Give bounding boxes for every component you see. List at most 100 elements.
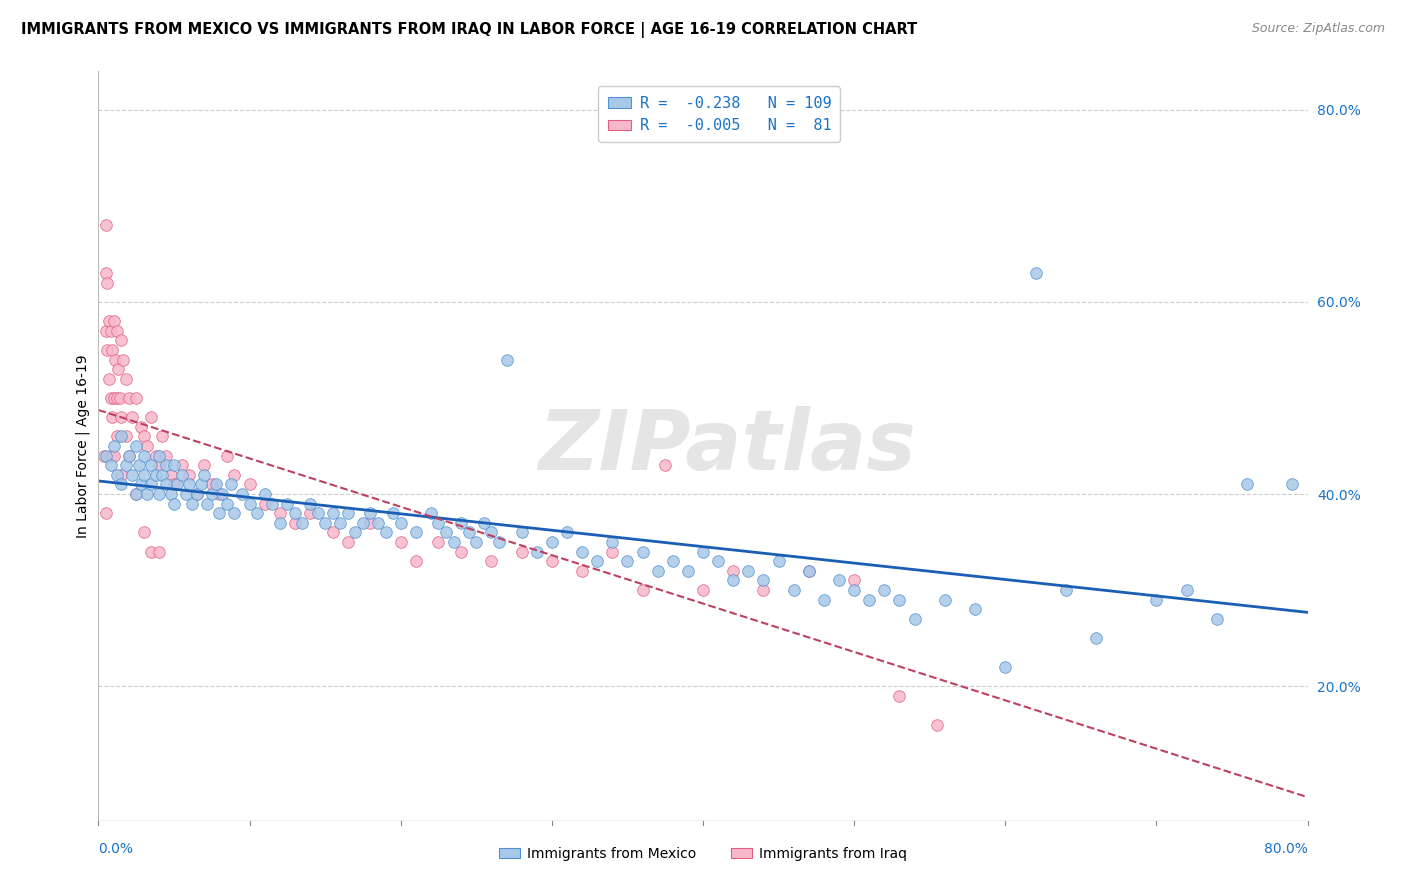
- Point: [360, 506, 382, 520]
- Point: [723, 574, 745, 588]
- Point: [150, 467, 173, 482]
- Point: [141, 544, 163, 558]
- Point: [129, 419, 152, 434]
- Point: [510, 525, 533, 540]
- Point: [114, 372, 136, 386]
- Point: [602, 535, 624, 549]
- Point: [150, 429, 173, 443]
- Point: [125, 487, 148, 501]
- Point: [181, 497, 204, 511]
- Point: [1085, 631, 1108, 645]
- Point: [692, 583, 714, 598]
- Point: [215, 497, 238, 511]
- Point: [170, 458, 193, 473]
- Point: [121, 410, 143, 425]
- Point: [707, 554, 730, 568]
- Point: [389, 535, 412, 549]
- Point: [103, 439, 125, 453]
- Point: [367, 516, 389, 530]
- Point: [510, 544, 533, 558]
- Point: [132, 525, 155, 540]
- Point: [723, 564, 745, 578]
- Point: [322, 525, 344, 540]
- Point: [616, 554, 638, 568]
- Point: [94, 324, 117, 338]
- Point: [540, 535, 562, 549]
- Point: [231, 487, 253, 501]
- Point: [163, 477, 186, 491]
- Point: [110, 429, 132, 443]
- Point: [195, 497, 218, 511]
- Point: [114, 429, 136, 443]
- Point: [269, 516, 291, 530]
- Point: [813, 592, 835, 607]
- Point: [108, 391, 131, 405]
- Point: [100, 324, 122, 338]
- Point: [205, 477, 228, 491]
- Point: [858, 592, 880, 607]
- Point: [155, 477, 177, 491]
- Point: [314, 516, 336, 530]
- Point: [752, 583, 775, 598]
- Point: [201, 487, 224, 501]
- Point: [1024, 266, 1046, 280]
- Point: [148, 458, 170, 473]
- Point: [94, 506, 117, 520]
- Point: [215, 449, 238, 463]
- Point: [420, 506, 443, 520]
- Point: [389, 516, 412, 530]
- Point: [193, 467, 215, 482]
- Point: [148, 449, 170, 463]
- Point: [253, 497, 276, 511]
- Point: [797, 564, 820, 578]
- Point: [103, 314, 125, 328]
- Point: [262, 497, 284, 511]
- Point: [94, 218, 117, 232]
- Point: [105, 391, 128, 405]
- Point: [208, 506, 231, 520]
- Point: [307, 506, 329, 520]
- Point: [141, 477, 163, 491]
- Point: [374, 525, 396, 540]
- Point: [163, 497, 186, 511]
- Point: [110, 477, 132, 491]
- Point: [443, 535, 465, 549]
- Point: [405, 554, 427, 568]
- Point: [783, 583, 806, 598]
- Point: [121, 467, 143, 482]
- Point: [768, 554, 790, 568]
- Point: [844, 583, 866, 598]
- Point: [224, 467, 246, 482]
- Point: [174, 487, 197, 501]
- Point: [586, 554, 609, 568]
- Point: [336, 535, 359, 549]
- Point: [190, 477, 212, 491]
- Point: [221, 477, 243, 491]
- Point: [291, 516, 314, 530]
- Point: [571, 564, 593, 578]
- Point: [329, 516, 352, 530]
- Point: [125, 487, 148, 501]
- Point: [96, 276, 118, 290]
- Point: [105, 324, 128, 338]
- Point: [186, 487, 208, 501]
- Point: [208, 487, 231, 501]
- Point: [141, 410, 163, 425]
- Point: [201, 477, 224, 491]
- Point: [889, 592, 911, 607]
- Point: [135, 487, 157, 501]
- Point: [100, 391, 122, 405]
- Point: [994, 660, 1017, 674]
- Point: [107, 362, 129, 376]
- Point: [160, 487, 183, 501]
- Point: [647, 564, 669, 578]
- Point: [752, 574, 775, 588]
- Point: [555, 525, 578, 540]
- Point: [1144, 592, 1167, 607]
- Point: [111, 352, 134, 367]
- Point: [284, 506, 307, 520]
- Point: [94, 449, 117, 463]
- Point: [571, 544, 593, 558]
- Point: [170, 467, 193, 482]
- Point: [141, 458, 163, 473]
